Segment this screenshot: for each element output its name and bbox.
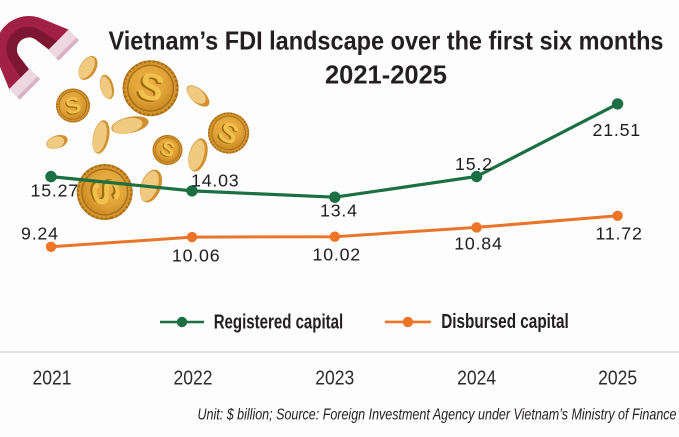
svg-text:2022: 2022	[174, 367, 213, 389]
svg-text:14.03: 14.03	[191, 171, 240, 191]
svg-text:10.06: 10.06	[172, 246, 221, 266]
svg-text:13.4: 13.4	[320, 201, 358, 221]
svg-text:15.2: 15.2	[455, 154, 493, 174]
svg-text:Unit: $ billion; Source: Forei: Unit: $ billion; Source: Foreign Investm…	[198, 405, 677, 423]
svg-text:15.27: 15.27	[31, 181, 80, 201]
svg-text:2021: 2021	[33, 367, 72, 389]
svg-text:2025: 2025	[598, 367, 637, 389]
svg-text:2023: 2023	[315, 367, 354, 389]
svg-text:2021-2025: 2021-2025	[325, 61, 447, 89]
svg-text:10.02: 10.02	[313, 245, 362, 265]
svg-text:11.72: 11.72	[596, 224, 643, 244]
svg-text:Vietnam’s FDI landscape over t: Vietnam’s FDI landscape over the first s…	[109, 25, 664, 55]
svg-text:10.84: 10.84	[454, 234, 503, 254]
svg-text:9.24: 9.24	[21, 224, 59, 244]
svg-text:21.51: 21.51	[593, 120, 642, 140]
svg-text:Disbursed capital: Disbursed capital	[441, 311, 569, 333]
svg-text:2024: 2024	[457, 367, 496, 389]
svg-text:Registered capital: Registered capital	[214, 311, 344, 333]
